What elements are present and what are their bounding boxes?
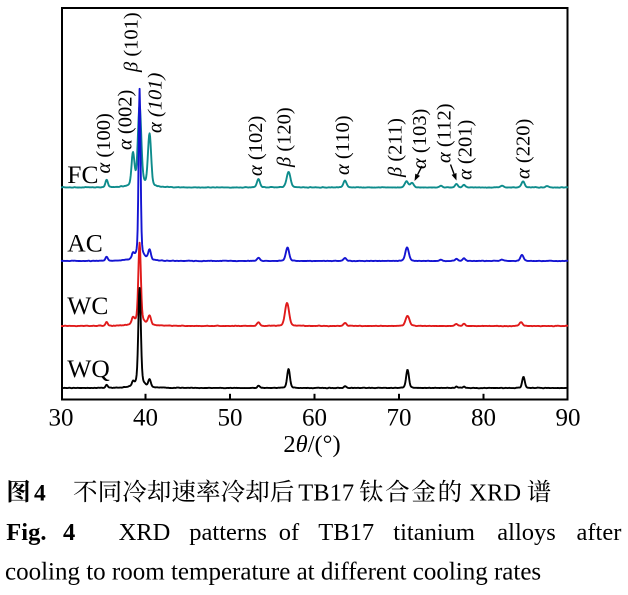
svg-text:α (110): α (110) <box>332 115 354 175</box>
svg-text:XRD: XRD <box>119 519 171 546</box>
svg-text:90: 90 <box>556 405 581 432</box>
svg-text:30: 30 <box>49 405 74 432</box>
svg-text:50: 50 <box>218 405 243 432</box>
svg-text:cooling to room temperature at: cooling to room temperature at different… <box>5 559 541 586</box>
svg-text:α (103): α (103) <box>409 109 431 169</box>
svg-text:α (220): α (220) <box>512 119 534 179</box>
svg-text:2θ/(°): 2θ/(°) <box>283 431 340 458</box>
svg-text:of: of <box>279 519 300 546</box>
svg-text:α (102): α (102) <box>245 116 267 176</box>
svg-text:patterns: patterns <box>189 519 267 546</box>
svg-text:alloys: alloys <box>497 519 556 546</box>
svg-text:α (201): α (201) <box>455 120 477 180</box>
svg-text:AC: AC <box>67 229 102 258</box>
svg-text:TB17: TB17 <box>298 479 354 506</box>
svg-text:XRD: XRD <box>469 479 521 506</box>
svg-text:TB17: TB17 <box>318 519 374 546</box>
svg-text:WQ: WQ <box>67 354 109 383</box>
svg-text:α (100): α (100) <box>93 113 115 173</box>
svg-text:α (002): α (002) <box>115 90 137 150</box>
svg-text:α (112): α (112) <box>434 103 456 163</box>
svg-text:60: 60 <box>302 405 327 432</box>
svg-text:β (211): β (211) <box>385 118 407 178</box>
svg-text:WC: WC <box>67 291 108 320</box>
svg-text:4: 4 <box>34 480 46 506</box>
svg-text:after: after <box>577 519 622 546</box>
svg-text:70: 70 <box>387 405 412 432</box>
svg-text:β (101): β (101) <box>121 12 143 73</box>
svg-text:β (120): β (120) <box>274 107 296 168</box>
svg-text:40: 40 <box>133 405 158 432</box>
svg-text:Fig.: Fig. <box>6 519 46 546</box>
svg-text:titanium: titanium <box>393 519 475 546</box>
svg-text:α (101): α (101) <box>145 73 167 133</box>
svg-text:FC: FC <box>67 160 98 189</box>
svg-text:80: 80 <box>471 405 496 432</box>
svg-text:4: 4 <box>63 519 75 546</box>
